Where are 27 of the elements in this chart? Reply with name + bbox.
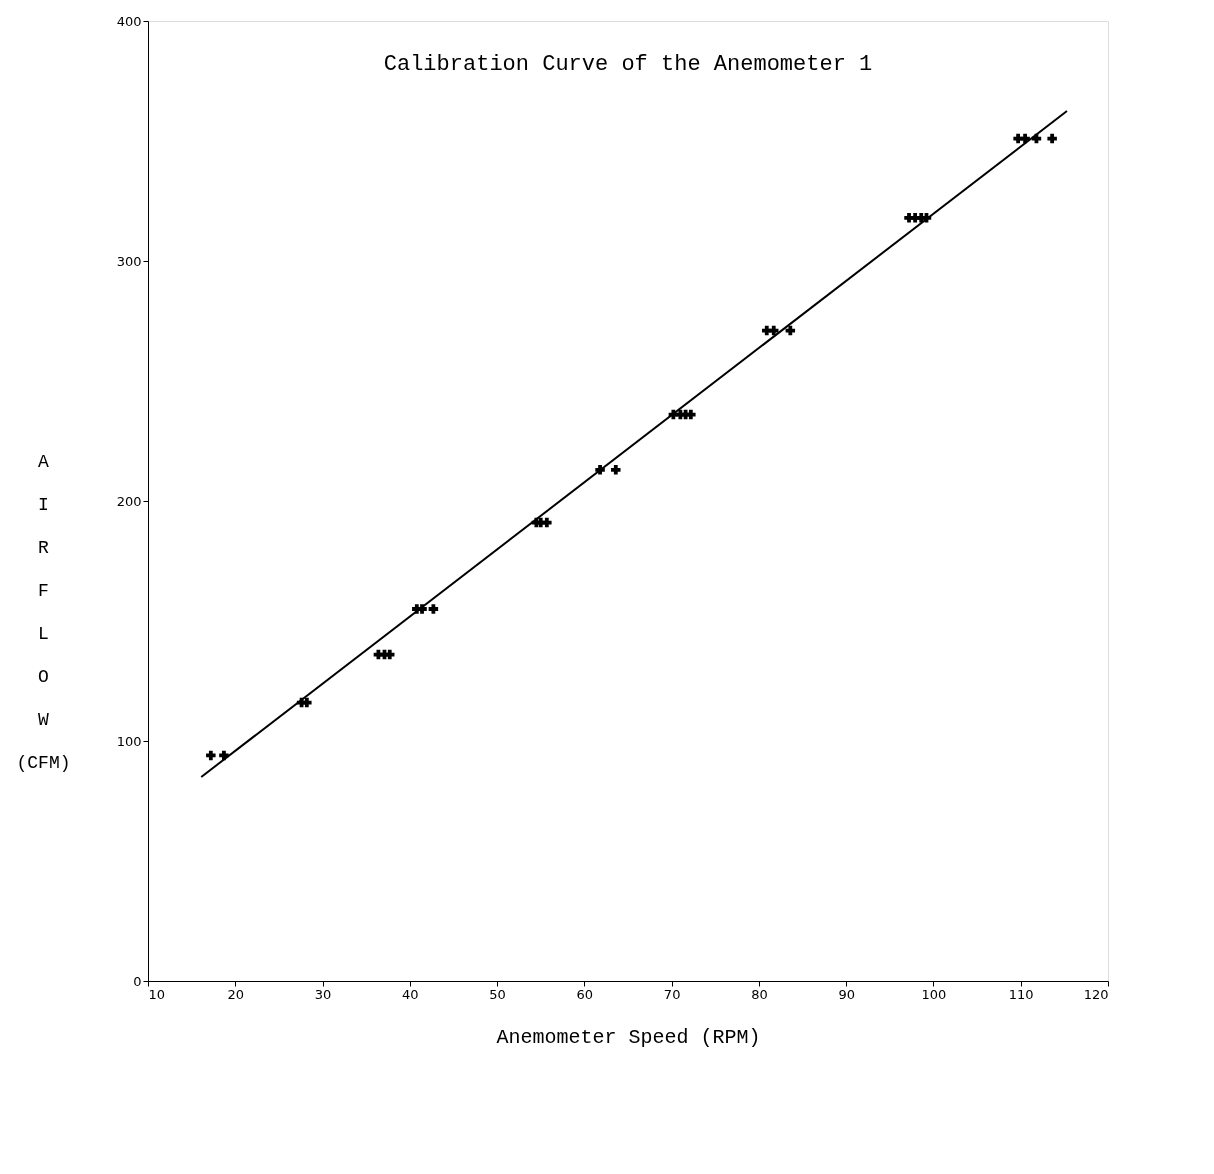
- x-tick-label: 40: [402, 986, 419, 1002]
- x-tick-label: 90: [838, 986, 855, 1002]
- x-tick-label: 60: [576, 986, 594, 1002]
- point: [686, 409, 696, 420]
- point: [206, 750, 216, 761]
- x-tick-label: 110: [1008, 986, 1034, 1002]
- y-tick-label: 100: [116, 733, 142, 749]
- x-tick-label: 120: [1083, 986, 1109, 1002]
- x-tick-label: 50: [489, 986, 506, 1002]
- y-tick-label: 300: [116, 253, 142, 269]
- x-axis-title: Anemometer Speed (RPM): [496, 1025, 761, 1049]
- x-tick-label: 100: [921, 986, 947, 1002]
- point: [611, 465, 621, 475]
- point: [428, 604, 439, 614]
- x-tick-label: 10: [148, 986, 166, 1002]
- point: [542, 517, 552, 528]
- y-tick-label: 0: [133, 973, 142, 989]
- x-tick-label: 20: [227, 986, 245, 1002]
- point: [1047, 133, 1057, 144]
- point: [302, 697, 312, 708]
- text: AIR FLOW (CFM): [16, 451, 71, 773]
- x-tick-label: 30: [314, 986, 332, 1002]
- text: Calibration Curve of the Anemometer 1: [383, 52, 873, 77]
- y-tick-label: 200: [116, 493, 142, 509]
- y-tick-label: 400: [116, 13, 142, 29]
- x-tick-label: 80: [751, 986, 768, 1002]
- x-tick-label: 70: [663, 986, 681, 1002]
